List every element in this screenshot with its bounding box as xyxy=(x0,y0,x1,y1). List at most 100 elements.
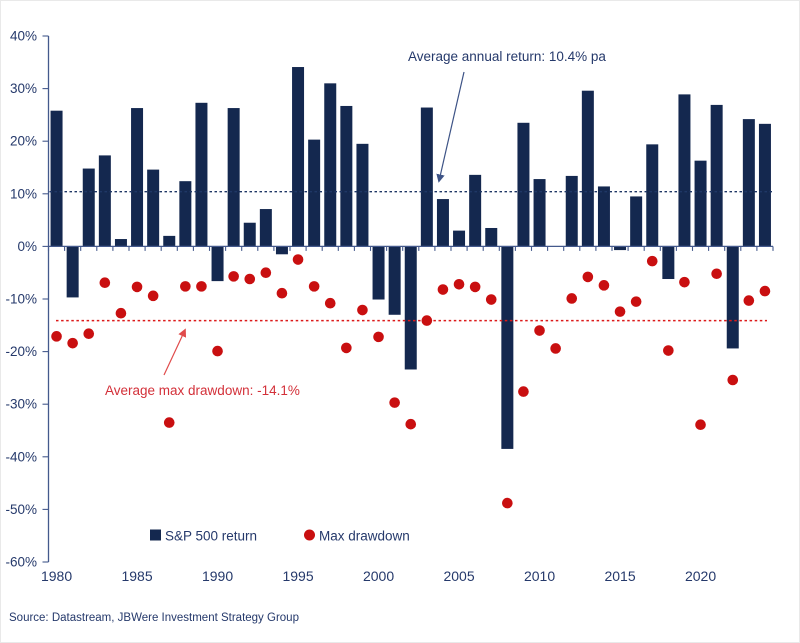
drawdown-dot-2022 xyxy=(727,374,739,386)
drawdown-dot-1998 xyxy=(341,342,352,354)
drawdown-dot-1982 xyxy=(83,328,95,340)
average-lines-layer xyxy=(49,190,772,322)
drawdown-dot-2016 xyxy=(630,296,642,307)
y-tick-label: 0% xyxy=(17,239,37,254)
drawdown-dot-1991 xyxy=(228,271,239,282)
return-bar-2006 xyxy=(469,174,482,247)
return-bar-1994 xyxy=(275,246,288,255)
return-bar-2007 xyxy=(485,227,498,247)
drawdown-dot-1985 xyxy=(131,281,143,293)
x-tick-label: 2020 xyxy=(685,568,716,584)
drawdown-dot-2014 xyxy=(598,280,610,291)
return-bar-2024 xyxy=(758,123,771,247)
return-bar-2012 xyxy=(565,175,578,247)
return-bar-2018 xyxy=(662,246,675,280)
y-tick-label: 30% xyxy=(10,81,37,96)
return-bar-2023 xyxy=(742,119,755,247)
drawdown-dot-2015 xyxy=(614,306,626,317)
y-tick-label: -60% xyxy=(5,555,37,570)
drawdown-dot-1997 xyxy=(324,297,336,309)
avg-drawdown-annotation: Average max drawdown: -14.1% xyxy=(105,328,300,398)
y-tick-label: 10% xyxy=(10,186,37,201)
return-bar-1984 xyxy=(114,239,127,247)
return-bar-1983 xyxy=(98,155,111,247)
return-bar-1981 xyxy=(66,246,79,298)
y-tick-label: -10% xyxy=(5,292,37,307)
y-tick-label: 40% xyxy=(10,29,37,44)
return-bar-2015 xyxy=(614,246,627,251)
drawdown-dot-2009 xyxy=(518,386,529,397)
drawdown-dot-1984 xyxy=(115,307,127,319)
drawdown-dot-2011 xyxy=(550,343,561,354)
drawdown-dot-2021 xyxy=(711,268,722,280)
return-bar-1990 xyxy=(211,246,224,282)
drawdown-dot-2018 xyxy=(663,345,674,356)
drawdown-dot-1993 xyxy=(260,267,272,279)
drawdown-dot-1983 xyxy=(99,277,111,288)
drawdown-dot-2023 xyxy=(743,295,755,306)
return-bar-1989 xyxy=(195,102,208,247)
drawdown-dot-2001 xyxy=(389,397,400,408)
drawdown-dot-1992 xyxy=(244,273,256,285)
return-bar-1987 xyxy=(163,235,176,247)
legend-label-sp500: S&P 500 return xyxy=(165,528,257,543)
y-tick-label: 20% xyxy=(10,134,37,149)
drawdown-legend-marker-icon xyxy=(304,529,315,541)
return-bar-2022 xyxy=(726,246,739,349)
x-tick-label: 1990 xyxy=(202,568,233,584)
legend: S&P 500 return Max drawdown xyxy=(150,528,410,543)
drawdown-dot-1999 xyxy=(357,304,368,316)
x-tick-label: 2005 xyxy=(443,568,474,584)
return-bar-2008 xyxy=(501,246,514,449)
drawdown-dot-2004 xyxy=(437,284,449,295)
avg-drawdown-annotation-text: Average max drawdown: -14.1% xyxy=(105,383,300,398)
return-bar-2010 xyxy=(533,179,546,247)
drawdown-dot-2003 xyxy=(421,315,433,326)
return-bar-2019 xyxy=(678,94,691,247)
avg-drawdown-arrow xyxy=(163,328,187,376)
drawdown-dot-1990 xyxy=(212,345,223,357)
drawdown-dot-2013 xyxy=(582,271,594,283)
y-tick-label: -30% xyxy=(5,397,37,412)
drawdown-dot-2005 xyxy=(453,278,465,290)
return-bar-1980 xyxy=(50,110,63,247)
return-bar-1982 xyxy=(82,168,95,247)
x-tick-label: 2010 xyxy=(524,568,555,584)
drawdown-dot-2012 xyxy=(566,293,578,304)
drawdown-dot-1987 xyxy=(163,417,175,428)
return-bar-1985 xyxy=(131,108,144,247)
return-bar-1988 xyxy=(179,181,192,247)
drawdown-dot-1994 xyxy=(276,287,288,299)
x-tick-label: 1985 xyxy=(121,568,152,584)
return-bar-1986 xyxy=(147,169,160,247)
return-bar-2004 xyxy=(436,199,449,247)
drawdown-dot-1995 xyxy=(292,254,304,265)
drawdown-dot-2020 xyxy=(695,419,706,431)
y-tick-label: -20% xyxy=(5,344,37,359)
drawdown-dot-2019 xyxy=(679,276,690,288)
return-bar-1998 xyxy=(340,105,353,247)
x-tick-label: 1980 xyxy=(41,568,72,584)
drawdown-dot-2017 xyxy=(646,255,658,267)
return-bar-1993 xyxy=(259,209,272,247)
return-bar-2001 xyxy=(388,246,401,315)
return-bar-2020 xyxy=(694,160,707,247)
return-bar-2002 xyxy=(404,246,417,370)
return-bar-2003 xyxy=(420,107,433,247)
return-bar-2013 xyxy=(581,90,594,247)
return-bar-1999 xyxy=(356,143,369,247)
avg-return-annotation-text: Average annual return: 10.4% pa xyxy=(408,49,606,64)
return-bar-1995 xyxy=(292,67,305,247)
return-bar-2021 xyxy=(710,104,723,247)
return-bar-2016 xyxy=(630,196,643,247)
return-bars-layer xyxy=(50,67,771,449)
drawdown-dot-2007 xyxy=(485,294,497,305)
drawdown-dot-1996 xyxy=(308,281,320,292)
x-tick-label: 1995 xyxy=(282,568,313,584)
drawdown-dot-2024 xyxy=(759,285,771,297)
x-tick-label: 2015 xyxy=(604,568,635,584)
drawdown-dot-2002 xyxy=(405,418,417,430)
drawdown-dot-2006 xyxy=(469,281,481,293)
return-bar-2014 xyxy=(597,186,610,247)
